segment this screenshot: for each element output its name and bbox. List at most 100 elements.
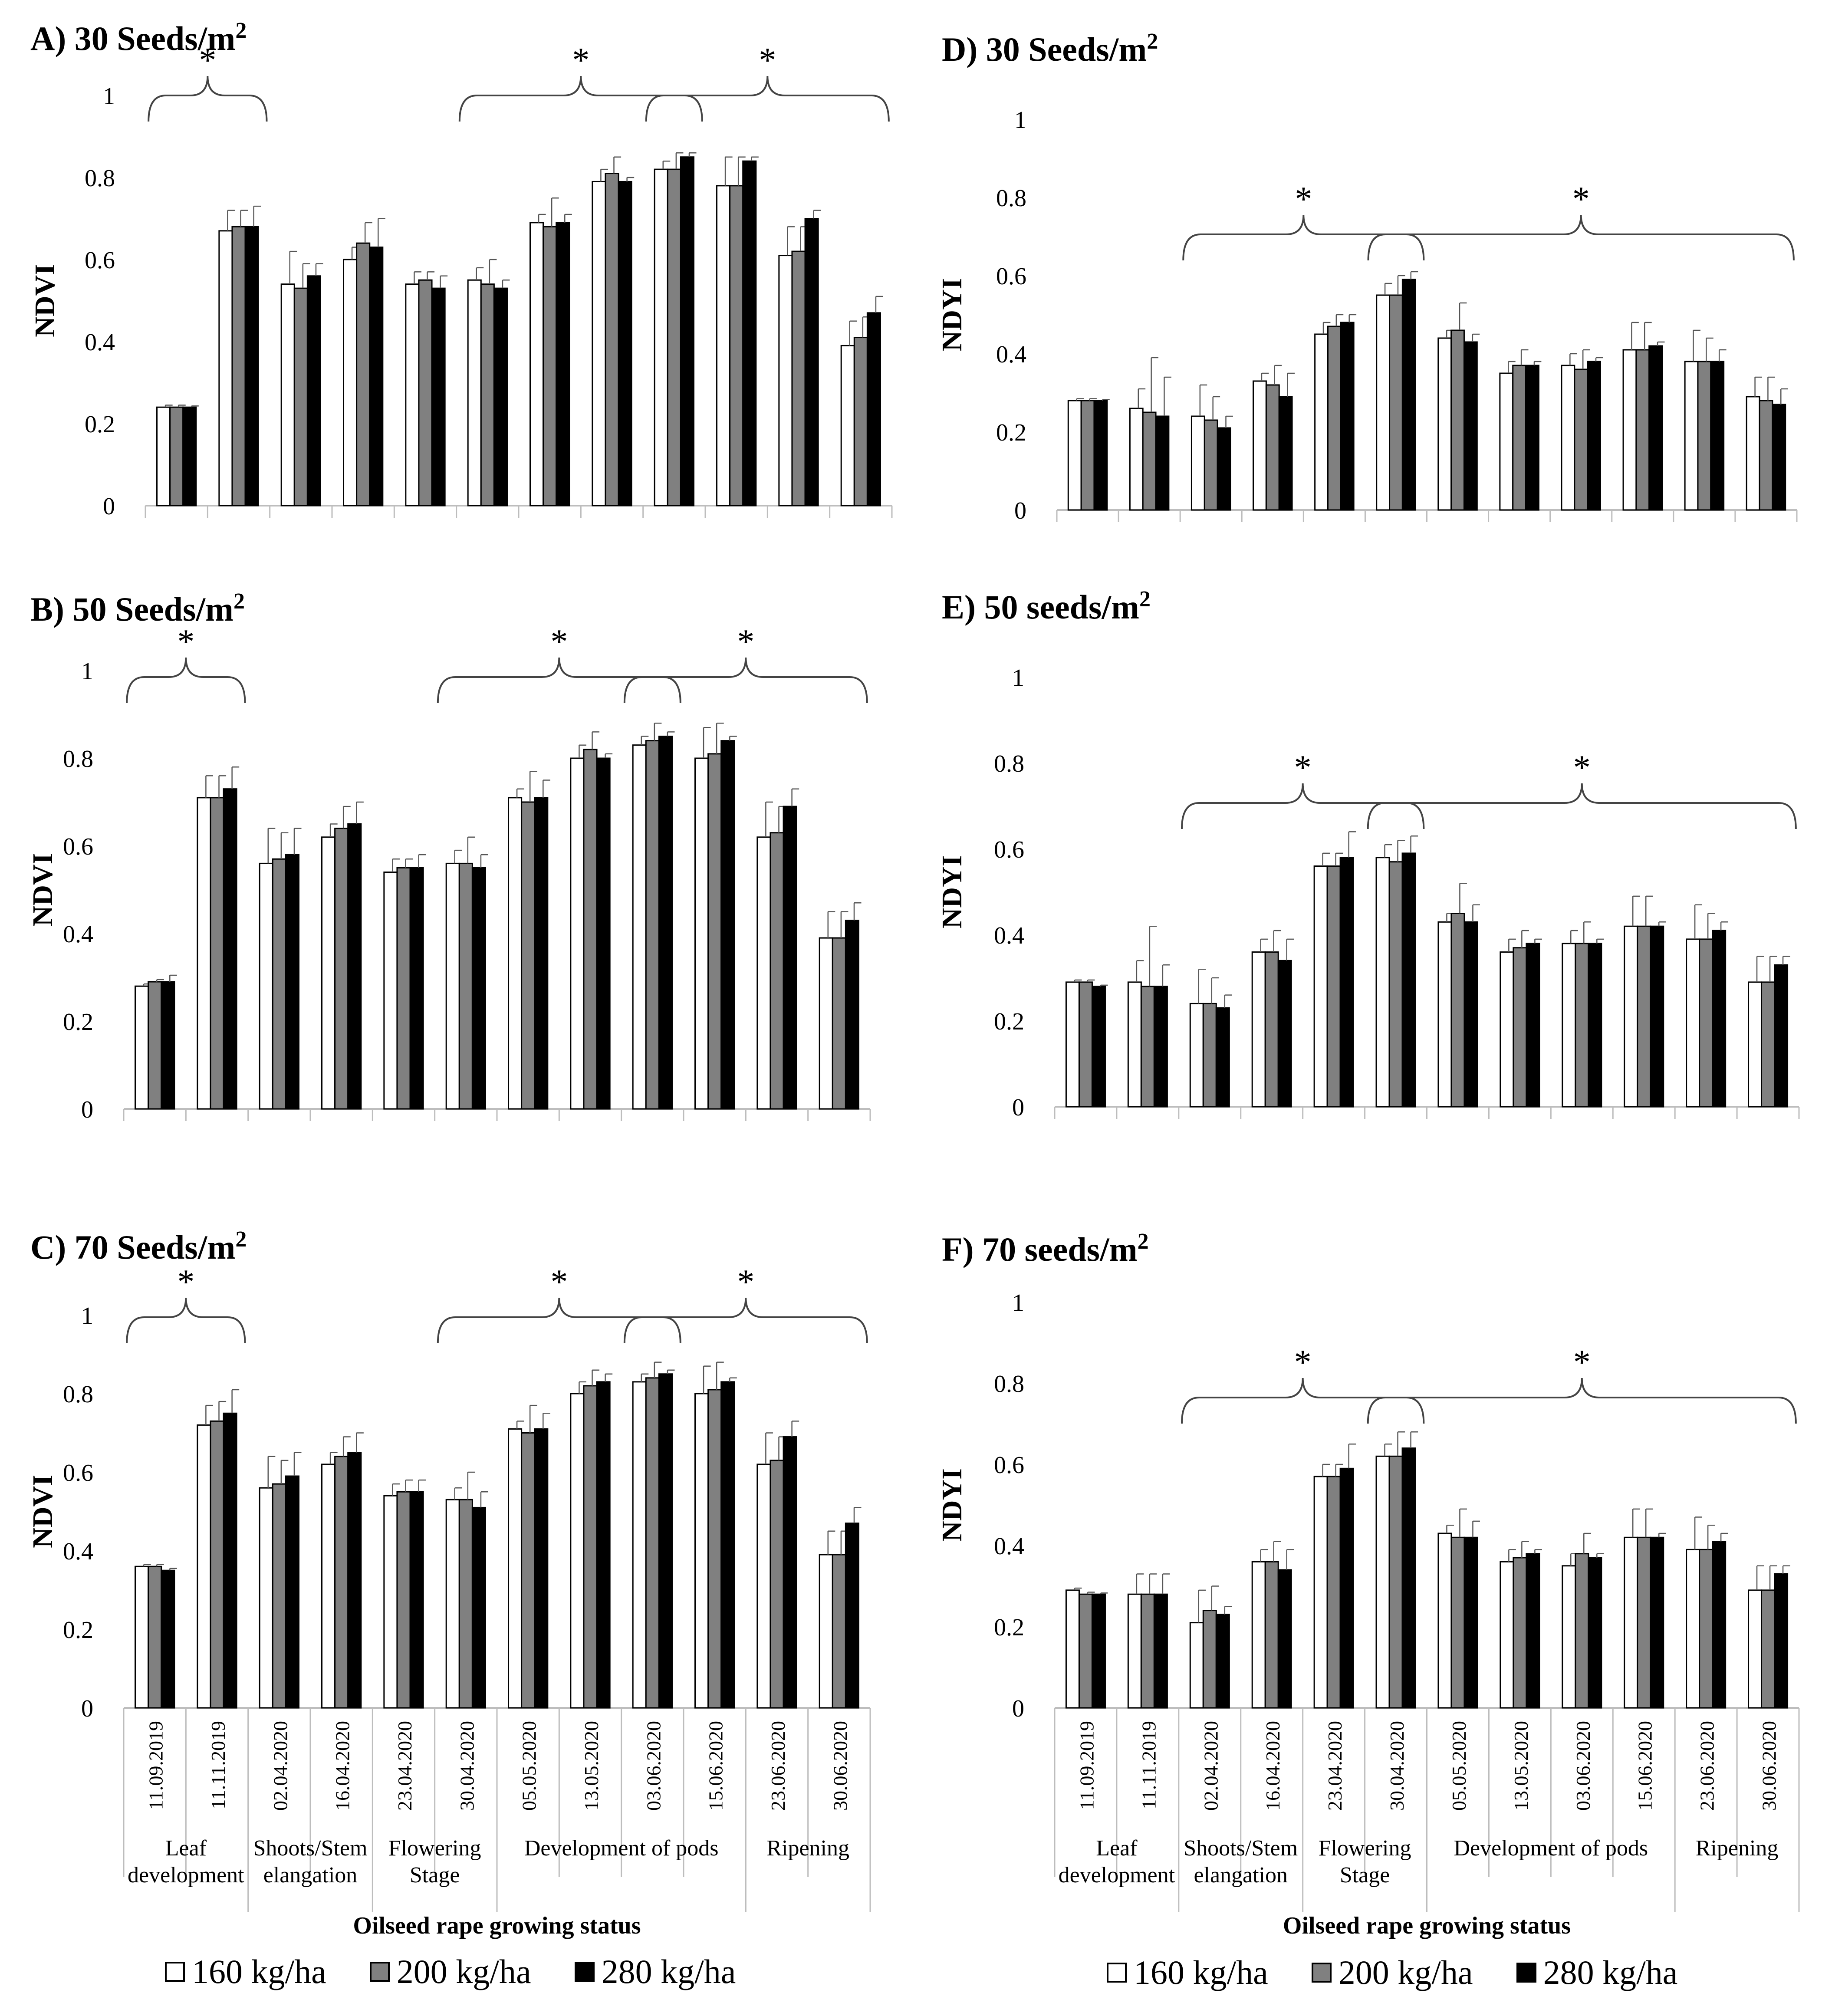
bar: [1191, 415, 1205, 511]
bar: [321, 1463, 336, 1709]
bar: [1078, 981, 1093, 1108]
bar: [1078, 1593, 1093, 1709]
bar: [445, 862, 460, 1110]
legend-swatch-160: [1107, 1963, 1127, 1983]
x-date-label: 23.06.2020: [767, 1721, 789, 1811]
bar: [1202, 1003, 1217, 1108]
bar: [1500, 951, 1514, 1108]
bar: [1712, 930, 1727, 1108]
bar: [1153, 986, 1168, 1108]
x-date-label: 03.06.2020: [1572, 1721, 1594, 1811]
bar: [783, 1436, 797, 1709]
bar: [819, 1554, 833, 1709]
bar: [156, 406, 171, 506]
bar: [1650, 925, 1664, 1108]
significance-bracket: [437, 1297, 681, 1344]
bar: [1686, 938, 1700, 1108]
bar: [716, 185, 731, 506]
bar: [1375, 1455, 1390, 1709]
x-date-label: 05.05.2020: [1448, 1721, 1470, 1811]
y-tick-label: 0.2: [996, 419, 1026, 446]
bar: [1761, 1589, 1776, 1709]
bar: [458, 1499, 473, 1709]
bar: [529, 222, 544, 506]
bar: [148, 981, 162, 1110]
bar: [1375, 857, 1390, 1108]
bar: [645, 740, 660, 1110]
bar: [680, 156, 694, 506]
bar: [1204, 419, 1218, 511]
y-tick-label: 0.2: [994, 1008, 1024, 1035]
y-tick-label: 0.8: [994, 750, 1024, 777]
bar: [431, 287, 446, 506]
bar: [832, 1554, 846, 1709]
bar: [845, 1523, 859, 1709]
legend-item-200: 200 kg/ha: [369, 1952, 531, 1991]
bar: [1140, 1593, 1155, 1709]
bar: [405, 283, 420, 506]
bar: [618, 181, 632, 506]
group-label: Flowering: [388, 1836, 481, 1861]
legend-swatch-280: [1516, 1963, 1536, 1983]
bar: [343, 259, 358, 506]
bar: [1388, 1455, 1403, 1709]
y-tick-label: 0.2: [63, 1617, 93, 1644]
group-label: Flowering: [1319, 1836, 1411, 1861]
group-label: Stage: [410, 1863, 460, 1888]
y-tick-label: 0.2: [63, 1009, 93, 1036]
significance-bracket: [1367, 1378, 1797, 1424]
bar: [658, 736, 673, 1110]
x-date-label: 16.04.2020: [332, 1721, 354, 1811]
significance-bracket: [1367, 783, 1797, 829]
y-tick-label: 0.8: [996, 185, 1026, 212]
x-axis-label: Oilseed rape growing status: [1283, 1912, 1571, 1939]
y-tick-label: 0.6: [63, 833, 93, 860]
bar: [570, 757, 585, 1110]
significance-bracket: [437, 657, 681, 704]
bar: [694, 757, 709, 1110]
y-tick-label: 0.2: [85, 411, 115, 438]
bar: [791, 250, 806, 506]
bar: [694, 1393, 709, 1709]
chart-title: E) 50 seeds/m2: [942, 587, 1151, 626]
legend-swatch-200: [1311, 1963, 1332, 1983]
bar: [1153, 1593, 1168, 1709]
y-tick-label: 0: [1012, 1094, 1024, 1121]
bar: [583, 1385, 598, 1709]
bar: [853, 337, 868, 506]
legend-swatch-160: [165, 1962, 185, 1982]
bar: [272, 858, 286, 1110]
significance-star: *: [737, 1263, 754, 1301]
bar: [1437, 1533, 1452, 1709]
chart-title: B) 50 Seeds/m2: [30, 589, 245, 628]
bar: [845, 920, 859, 1110]
bar: [783, 806, 797, 1110]
x-axis-label: Oilseed rape growing status: [353, 1912, 641, 1939]
bar: [1189, 1622, 1204, 1709]
bar: [778, 255, 793, 506]
x-date-label: 02.04.2020: [1200, 1721, 1222, 1811]
group-label: elangation: [263, 1863, 358, 1888]
chart-b: B) 50 Seeds/m2 NDVI 0 0.2 0.4 0.6 0.8 1 * * *: [27, 589, 871, 1123]
bar: [1512, 365, 1527, 511]
bar: [840, 345, 855, 506]
bar: [1635, 349, 1650, 511]
bar: [1463, 341, 1478, 511]
group-label: Stage: [1340, 1863, 1390, 1888]
legend-swatch-200: [369, 1962, 390, 1982]
bar: [866, 312, 881, 506]
x-date-label: 30.04.2020: [1386, 1721, 1408, 1811]
y-tick-label: 0.8: [994, 1371, 1024, 1398]
bar: [1464, 1536, 1478, 1709]
legend-item-160: 160 kg/ha: [1107, 1953, 1268, 1992]
y-tick-label: 1: [103, 83, 115, 110]
bar: [1313, 865, 1328, 1108]
bar: [259, 1487, 273, 1709]
y-tick-label: 0.8: [63, 746, 93, 773]
bar: [756, 1463, 771, 1709]
bar: [418, 279, 433, 506]
bar: [1142, 411, 1157, 511]
bar: [293, 287, 308, 506]
bar: [534, 1428, 549, 1709]
bar: [521, 1432, 536, 1709]
